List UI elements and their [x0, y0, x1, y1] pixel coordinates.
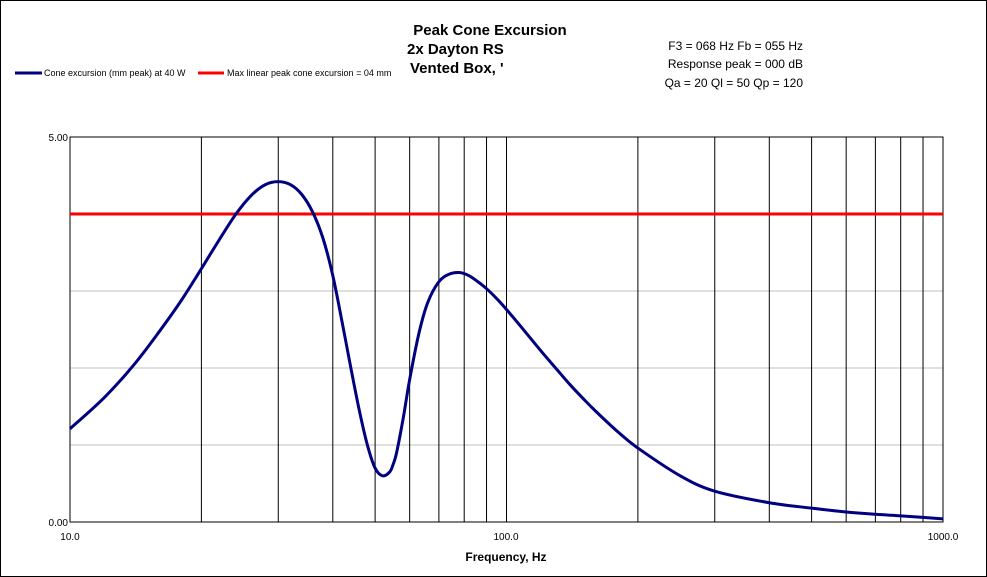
chart-title-line-3: Vented Box, ': [410, 60, 504, 77]
x-axis-label: Frequency, Hz: [465, 550, 546, 564]
info-response-peak: Response peak = 000 dB: [668, 57, 803, 71]
x-tick-10: 10.0: [60, 532, 80, 543]
chart-title-line-2: 2x Dayton RS: [407, 41, 504, 58]
info-f3-fb: F3 = 068 Hz Fb = 055 Hz: [668, 39, 803, 53]
plot-border: [69, 136, 944, 523]
y-tick-min: 0.00: [49, 518, 69, 529]
y-tick-max: 5.00: [49, 133, 69, 144]
grid: [70, 137, 943, 522]
x-tick-100: 100.0: [493, 532, 518, 543]
series-cone-excursion-line: [68, 180, 944, 521]
legend-label-excursion: Cone excursion (mm peak) at 40 W: [44, 68, 186, 78]
chart-title-line-1: Peak Cone Excursion: [413, 22, 566, 39]
series-layer: [68, 180, 944, 521]
legend-label-max-linear: Max linear peak cone excursion = 04 mm: [227, 68, 391, 78]
info-q-values: Qa = 20 Ql = 50 Qp = 120: [665, 76, 804, 90]
legend: Cone excursion (mm peak) at 40 W Max lin…: [15, 68, 391, 78]
x-tick-1000: 1000.0: [928, 532, 959, 543]
